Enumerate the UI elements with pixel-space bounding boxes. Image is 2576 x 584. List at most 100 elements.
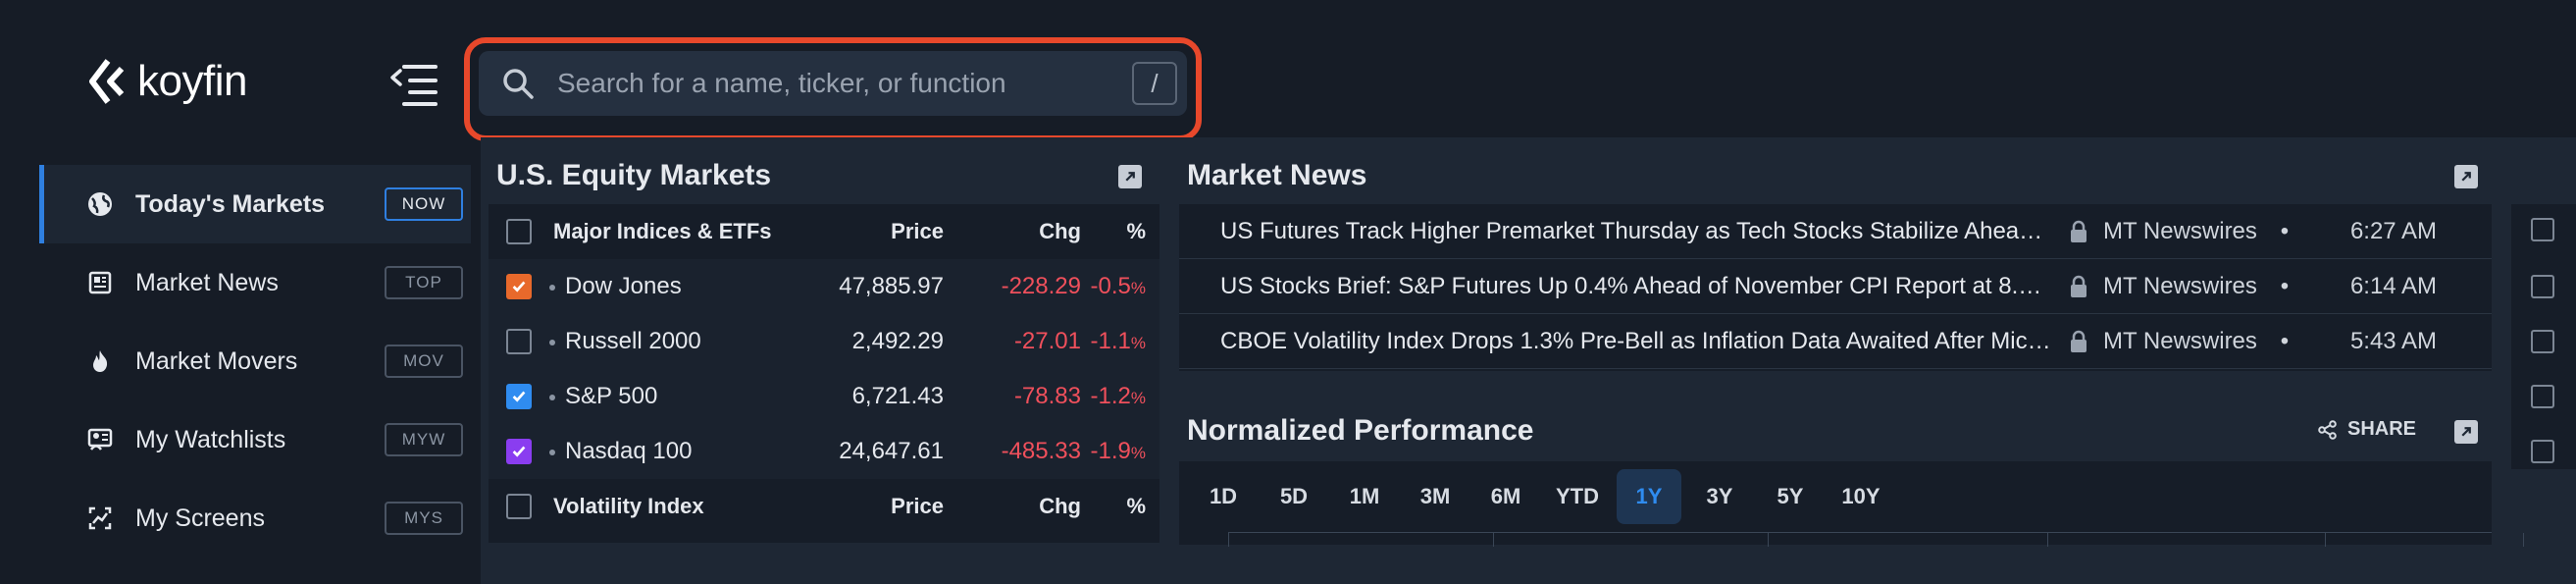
range-button-3m[interactable]: 3M	[1419, 484, 1451, 508]
pct-header[interactable]: %	[1126, 494, 1146, 518]
news-item[interactable]: US Stocks Brief: S&P Futures Up 0.4% Ahe…	[1179, 259, 2492, 314]
group-label: Major Indices & ETFs	[553, 219, 772, 243]
chg-header[interactable]: Chg	[1039, 219, 1081, 243]
logo-text: koyfin	[137, 57, 247, 105]
news-source: MT Newswires	[2103, 327, 2257, 354]
check-icon	[512, 391, 526, 402]
pct-symbol: %	[1130, 444, 1146, 462]
search-shortcut-key: /	[1132, 62, 1177, 105]
shortcut-badge: MOV	[385, 345, 463, 378]
koyfin-logo[interactable]: koyfin	[86, 57, 247, 106]
range-selector: 1D 5D 1M 3M 6M YTD 1Y 3Y 5Y 10Y	[1191, 469, 1893, 524]
row-checkbox[interactable]	[506, 329, 532, 354]
pct-symbol: %	[1130, 389, 1146, 407]
range-button-10y[interactable]: 10Y	[1841, 484, 1880, 508]
price-header[interactable]: Price	[891, 219, 944, 243]
row-checkbox[interactable]	[2531, 385, 2554, 408]
range-button-5d[interactable]: 5D	[1279, 484, 1309, 508]
range-button-6m[interactable]: 6M	[1490, 484, 1521, 508]
index-name: S&P 500	[565, 383, 658, 409]
expand-performance-button[interactable]	[2454, 420, 2478, 444]
range-button-3y[interactable]: 3Y	[1706, 484, 1733, 508]
select-all-checkbox[interactable]	[506, 219, 532, 244]
news-headline[interactable]: US Stocks Brief: S&P Futures Up 0.4% Ahe…	[1220, 272, 2052, 299]
lock-icon	[2071, 275, 2087, 297]
share-icon	[2318, 419, 2337, 440]
chart-tick	[1493, 533, 1494, 547]
collapse-menu-button[interactable]	[390, 61, 439, 108]
table-row[interactable]: Dow Jones 47,885.97 -228.29 -0.5%	[489, 259, 1159, 314]
row-checkbox[interactable]	[2531, 440, 2554, 463]
expand-news-button[interactable]	[2454, 165, 2478, 188]
news-source: MT Newswires	[2103, 217, 2257, 244]
news-time: 6:27 AM	[2349, 217, 2437, 244]
news-headline[interactable]: US Futures Track Higher Premarket Thursd…	[1220, 217, 2052, 244]
chg-cell: -485.33	[1001, 438, 1081, 464]
sidebar-item-market-news[interactable]: Market News TOP	[39, 243, 471, 322]
share-button[interactable]: SHARE	[2318, 418, 2416, 441]
table-header-row: Major Indices & ETFs Price Chg %	[489, 204, 1159, 259]
chg-header[interactable]: Chg	[1039, 494, 1081, 518]
chart-tick	[1768, 533, 1769, 547]
sidebar-item-label: Today's Markets	[135, 189, 326, 218]
range-button-ytd[interactable]: YTD	[1556, 484, 1599, 508]
globe-icon	[84, 188, 116, 220]
table-row[interactable]: Russell 2000 2,492.29 -27.01 -1.1%	[489, 314, 1159, 369]
row-checkbox[interactable]	[2531, 218, 2554, 241]
chart-tick	[2325, 533, 2326, 547]
sidebar-item-market-movers[interactable]: Market Movers MOV	[39, 322, 471, 400]
check-icon	[512, 281, 526, 292]
news-headline[interactable]: CBOE Volatility Index Drops 1.3% Pre-Bel…	[1220, 327, 2052, 354]
lock-icon	[2071, 220, 2087, 242]
row-checkbox[interactable]	[506, 439, 532, 464]
index-name: Nasdaq 100	[565, 438, 693, 464]
table-row[interactable]: S&P 500 6,721.43 -78.83 -1.2%	[489, 369, 1159, 424]
right-panel-partial	[2511, 204, 2576, 469]
range-button-1d[interactable]: 1D	[1209, 484, 1238, 508]
row-checkbox[interactable]	[2531, 330, 2554, 353]
select-group-checkbox[interactable]	[506, 494, 532, 519]
news-item[interactable]: US Futures Track Higher Premarket Thursd…	[1179, 204, 2492, 259]
expand-icon	[2461, 427, 2471, 437]
sidebar-item-my-watchlists[interactable]: My Watchlists MYW	[39, 400, 471, 479]
pct-cell: -1.2	[1090, 383, 1131, 409]
expand-icon	[2461, 172, 2471, 182]
range-button-1m[interactable]: 1M	[1349, 484, 1380, 508]
range-button-5y[interactable]: 5Y	[1777, 484, 1804, 508]
chart-tick	[2047, 533, 2048, 547]
screen-icon	[84, 503, 116, 534]
range-button-1y[interactable]: 1Y	[1617, 469, 1681, 524]
news-source: MT Newswires	[2103, 272, 2257, 299]
news-list: US Futures Track Higher Premarket Thursd…	[1179, 204, 2492, 371]
row-checkbox[interactable]	[2531, 275, 2554, 298]
news-panel-title: Market News	[1187, 159, 1367, 191]
table-row[interactable]: Nasdaq 100 24,647.61 -485.33 -1.9%	[489, 424, 1159, 479]
newspaper-icon	[84, 267, 116, 298]
bullet-dot	[549, 449, 555, 455]
table-header-row: Volatility Index Price Chg %	[489, 479, 1159, 534]
chg-cell: -27.01	[1013, 328, 1081, 354]
watchlist-icon	[84, 424, 116, 455]
pct-header[interactable]: %	[1126, 219, 1146, 243]
row-checkbox[interactable]	[506, 274, 532, 299]
row-checkbox[interactable]	[506, 384, 532, 409]
pct-cell: -0.5	[1090, 273, 1131, 299]
shortcut-badge: TOP	[385, 266, 463, 299]
chart-tick	[2523, 533, 2524, 547]
separator-dot: •	[2280, 272, 2290, 299]
pct-cell: -1.1	[1090, 328, 1131, 354]
search-input[interactable]	[557, 68, 1132, 99]
shortcut-badge: NOW	[385, 187, 463, 221]
price-header[interactable]: Price	[891, 494, 944, 518]
sidebar-item-my-screens[interactable]: My Screens MYS	[39, 479, 471, 557]
search-bar[interactable]: /	[479, 51, 1187, 116]
expand-equity-button[interactable]	[1118, 165, 1142, 188]
chg-cell: -78.83	[1013, 383, 1081, 409]
sidebar-item-todays-markets[interactable]: Today's Markets NOW	[39, 165, 471, 243]
equity-panel-title: U.S. Equity Markets	[496, 159, 772, 191]
shortcut-badge: MYW	[385, 423, 463, 456]
bullet-dot	[549, 394, 555, 400]
price-cell: 47,885.97	[839, 273, 944, 299]
news-item[interactable]: CBOE Volatility Index Drops 1.3% Pre-Bel…	[1179, 314, 2492, 369]
